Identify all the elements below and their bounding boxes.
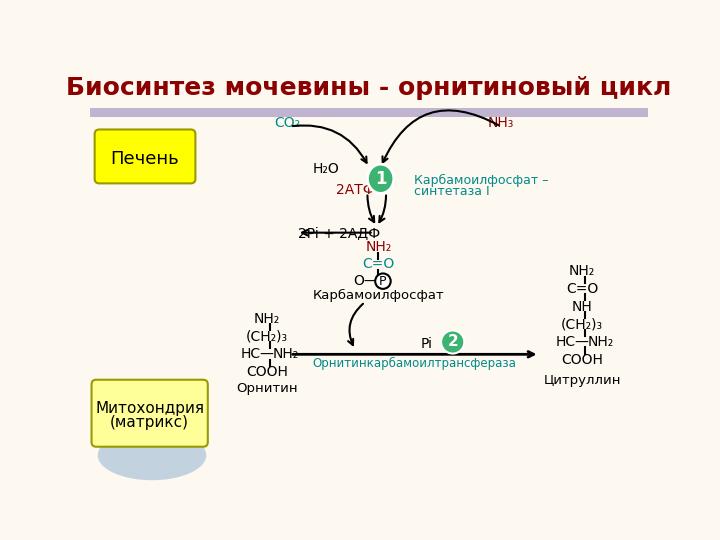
FancyBboxPatch shape: [91, 380, 208, 447]
Text: Печень: Печень: [111, 150, 179, 168]
Text: NH₂: NH₂: [588, 335, 614, 349]
Text: (матрикс): (матрикс): [110, 415, 189, 430]
Text: H₂O: H₂O: [313, 162, 340, 176]
Text: HC—: HC—: [240, 347, 274, 361]
Text: Карбамоилфосфат –: Карбамоилфосфат –: [414, 174, 549, 187]
Text: (CH₂)₃: (CH₂)₃: [246, 329, 288, 343]
Text: P: P: [379, 275, 387, 288]
Text: 2: 2: [447, 334, 458, 349]
Text: C=O: C=O: [362, 257, 395, 271]
Text: Карбамоилфосфат: Карбамоилфосфат: [312, 289, 444, 302]
Text: синтетаза I: синтетаза I: [414, 185, 490, 198]
Text: COOH: COOH: [561, 353, 603, 367]
Text: CO₂: CO₂: [274, 116, 301, 130]
Text: Орнитин: Орнитин: [236, 382, 297, 395]
FancyBboxPatch shape: [94, 130, 195, 184]
Text: 1: 1: [375, 170, 387, 188]
Bar: [90, 108, 648, 117]
Text: NH₂: NH₂: [253, 312, 280, 326]
Text: Митохондрия: Митохондрия: [95, 402, 204, 416]
Text: Цитруллин: Цитруллин: [544, 374, 621, 387]
Text: HC—: HC—: [556, 335, 590, 349]
Text: 2Pi + 2АДФ: 2Pi + 2АДФ: [297, 226, 380, 240]
Text: Pi: Pi: [421, 338, 433, 352]
Text: NH₂: NH₂: [365, 240, 392, 254]
Text: Биосинтез мочевины - орнитиновый цикл: Биосинтез мочевины - орнитиновый цикл: [66, 76, 672, 100]
Text: NH₂: NH₂: [272, 347, 298, 361]
Text: Орнитинкарбамоилтрансфераза: Орнитинкарбамоилтрансфераза: [312, 357, 516, 370]
Text: NH: NH: [572, 300, 593, 314]
Text: 2АТФ: 2АТФ: [336, 183, 375, 197]
Ellipse shape: [98, 430, 206, 480]
Text: NH₃: NH₃: [487, 116, 514, 130]
Circle shape: [375, 273, 391, 289]
Text: COOH: COOH: [246, 365, 287, 379]
Text: O—: O—: [353, 274, 377, 288]
Circle shape: [441, 330, 464, 354]
Ellipse shape: [367, 164, 394, 193]
Text: (CH₂)₃: (CH₂)₃: [561, 318, 603, 332]
Text: C=O: C=O: [566, 282, 598, 296]
Text: NH₂: NH₂: [569, 264, 595, 278]
